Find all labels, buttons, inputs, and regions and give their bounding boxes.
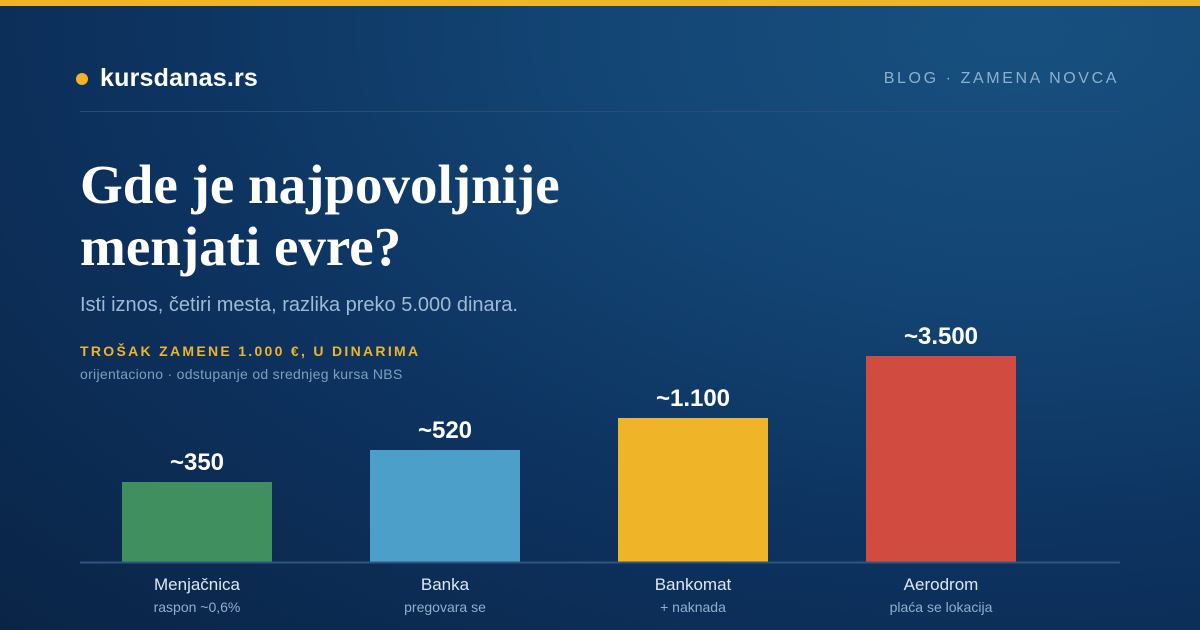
section-label: BLOG · ZAMENA NOVCA — [883, 70, 1119, 87]
chart-title: TROŠAK ZAMENE 1.000 €, U DINARIMA — [80, 343, 421, 359]
brand-name: kursdanas.rs — [100, 64, 259, 92]
category-note: plaća se lokacija — [890, 599, 993, 615]
value-label: ~350 — [170, 449, 224, 476]
category-label: Bankomat — [655, 575, 732, 594]
bar-1 — [122, 482, 272, 562]
accent-top-bar — [0, 0, 1200, 6]
brand-dot-icon — [76, 72, 88, 85]
chart-subtitle: orijentaciono · odstupanje od srednjeg k… — [80, 366, 403, 382]
bar-2 — [370, 450, 520, 562]
value-label: ~3.500 — [904, 323, 978, 350]
category-note: + naknada — [660, 599, 726, 615]
value-label: ~1.100 — [656, 385, 730, 412]
category-label: Menjačnica — [154, 575, 241, 594]
brand-logo[interactable]: kursdanas.rs — [76, 64, 258, 93]
bar-4 — [866, 356, 1016, 562]
category-label: Banka — [421, 575, 470, 594]
page-subtitle: Isti iznos, četiri mesta, razlika preko … — [80, 294, 518, 316]
value-label: ~520 — [418, 417, 472, 444]
category-note: raspon ~0,6% — [154, 599, 241, 615]
category-note: pregovara se — [404, 599, 486, 615]
bar-3 — [618, 418, 768, 562]
category-label: Aerodrom — [904, 575, 979, 594]
header-divider — [80, 111, 1120, 112]
page-title: Gde je najpovoljnije menjati evre? — [80, 154, 560, 277]
